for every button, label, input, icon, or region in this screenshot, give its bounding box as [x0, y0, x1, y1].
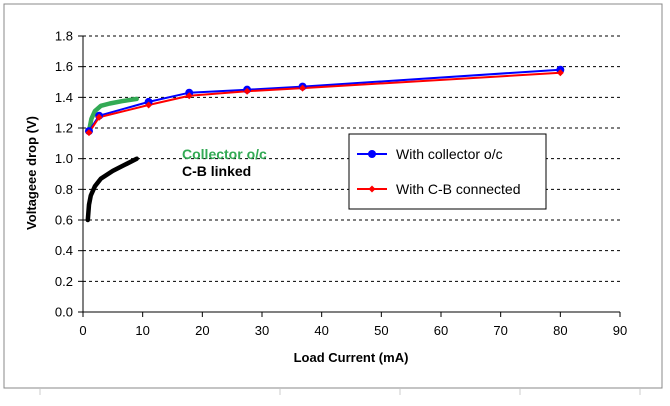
- y-tick-label: 0.2: [55, 274, 73, 289]
- legend-marker-cb-connected: [368, 185, 376, 193]
- y-tick-label: 0.6: [55, 213, 73, 228]
- data-point-cb-connected: [145, 101, 153, 109]
- x-tick-label: 90: [613, 323, 627, 338]
- x-tick-label: 80: [553, 323, 567, 338]
- x-tick-label: 20: [195, 323, 209, 338]
- data-point-cb-connected: [299, 84, 307, 92]
- chart-area-border: [3, 3, 663, 389]
- y-axis-title: Voltageee drop (V): [24, 116, 39, 230]
- legend-label-cb-connected: With C-B connected: [396, 181, 521, 197]
- x-tick-label: 10: [135, 323, 149, 338]
- y-tick-label: 1.2: [55, 121, 73, 136]
- data-point-cb-connected: [556, 69, 564, 77]
- y-tick-label: 1.6: [55, 59, 73, 74]
- legend-label-collector-oc: With collector o/c: [396, 146, 503, 162]
- data-point-cb-connected: [95, 113, 103, 121]
- x-axis-title: Load Current (mA): [294, 350, 409, 365]
- annotations: [85, 96, 139, 223]
- annotation-curve-collector-oc: [86, 96, 139, 134]
- x-tick-label: 30: [255, 323, 269, 338]
- annotation-curve-cb-linked: [85, 156, 139, 223]
- legend-box: [348, 133, 547, 210]
- y-tick-label: 1.4: [55, 90, 73, 105]
- y-tick-label: 0.4: [55, 243, 73, 258]
- y-tick-label: 1.8: [55, 29, 73, 44]
- y-tick-label: 0.0: [55, 305, 73, 320]
- annotation-collector-oc: Collector o/c: [182, 146, 267, 162]
- x-tick-label: 70: [493, 323, 507, 338]
- tick-labels: 0.0 0.2 0.4 0.6 0.8 1.0 1.2 1.4 1.6 1.8 0 10 20 30 40 5…: [55, 29, 627, 339]
- x-tick-label: 0: [79, 323, 86, 338]
- data-point-cb-connected: [185, 92, 193, 100]
- x-tick-label: 40: [314, 323, 328, 338]
- data-point-cb-connected: [85, 129, 93, 137]
- y-tick-label: 0.8: [55, 182, 73, 197]
- annotation-cb-linked: C-B linked: [182, 163, 251, 179]
- series: [84, 65, 565, 137]
- legend: With collector o/c With C-B connected: [348, 133, 547, 210]
- y-tick-label: 1.0: [55, 151, 73, 166]
- data-point-cb-connected: [243, 87, 251, 95]
- axes: [78, 35, 621, 317]
- x-tick-label: 50: [374, 323, 388, 338]
- x-tick-label: 60: [434, 323, 448, 338]
- legend-marker-collector-oc: [368, 150, 376, 158]
